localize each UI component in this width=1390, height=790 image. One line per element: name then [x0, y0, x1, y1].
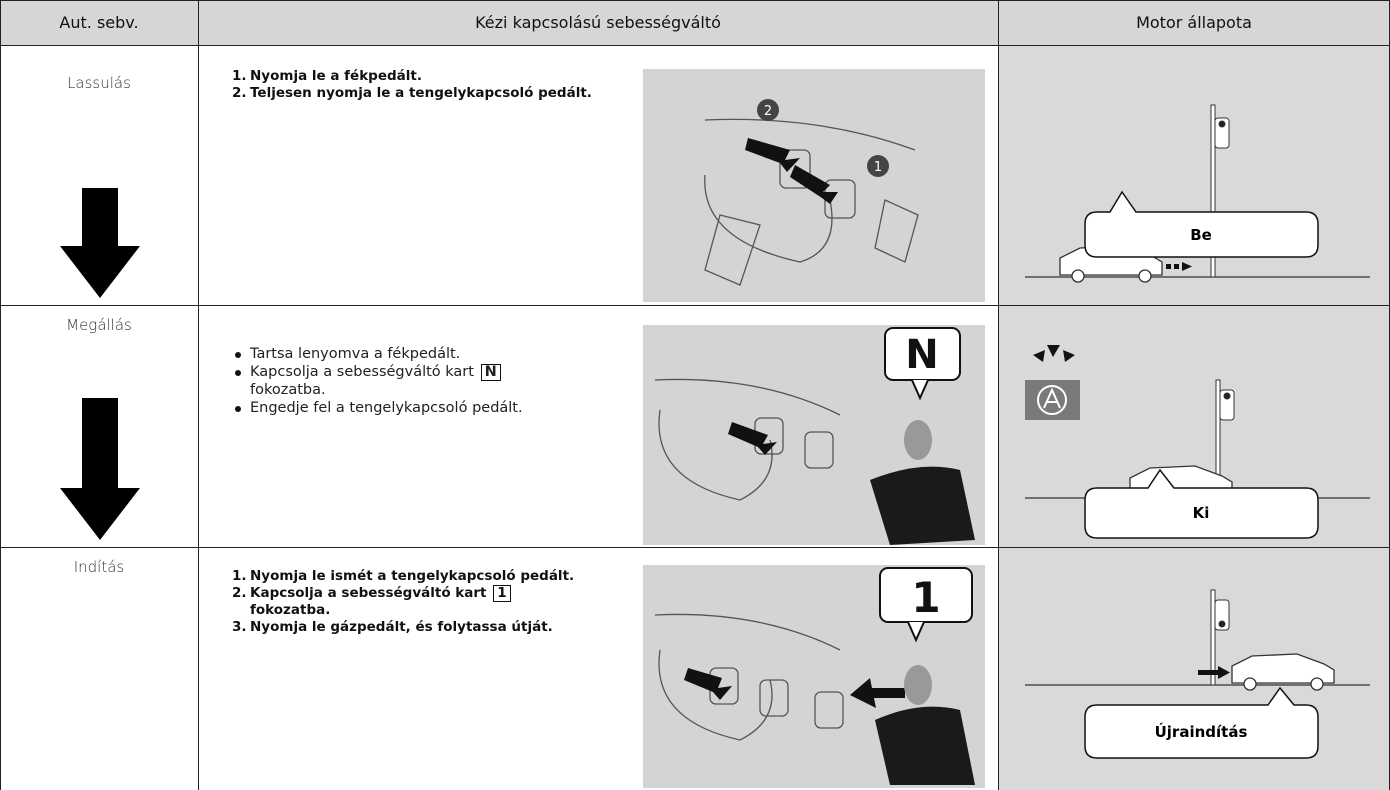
- step-text: Tartsa lenyomva a fékpedált.: [250, 346, 461, 362]
- step-number: 1.: [232, 68, 247, 84]
- callout-frames: [879, 327, 973, 643]
- badge: [757, 99, 779, 121]
- bullet: [235, 352, 241, 358]
- step-number: 2.: [232, 585, 247, 601]
- auto-stop-icon: [1025, 345, 1080, 420]
- step: 1. Nyomja le a fékpedált.: [232, 68, 617, 85]
- step-text: Teljesen nyomja le a tengelykapcsoló ped…: [250, 85, 592, 101]
- step: 2. Teljesen nyomja le a tengelykapcsoló p…: [232, 85, 617, 102]
- badge: [867, 155, 889, 177]
- step-text: fokozatba.: [250, 382, 326, 398]
- step-list: 1. Nyomja le ismét a tengelykapcsoló pedá…: [232, 568, 617, 636]
- illustration-label: 1: [874, 160, 882, 175]
- step: Tartsa lenyomva a fékpedált.: [232, 345, 617, 363]
- status-label: Ki: [1193, 504, 1210, 522]
- step-text: Kapcsolja a sebességváltó kart: [250, 364, 474, 380]
- illustration-label: 2: [764, 104, 772, 119]
- stage-label: Lassulás: [67, 74, 131, 92]
- step: Engedje fel a tengelykapcsoló pedált.: [232, 399, 617, 417]
- gear-shifter: [870, 420, 975, 785]
- bullet: [235, 406, 241, 412]
- stage-label: Megállás: [66, 316, 132, 334]
- illustration-label: 1: [911, 573, 940, 622]
- step-number: 3.: [232, 619, 247, 635]
- step-number: 2.: [232, 85, 247, 101]
- status-label: Be: [1190, 226, 1212, 244]
- step-text: Kapcsolja a sebességváltó kart: [250, 585, 487, 601]
- step-list: Tartsa lenyomva a fékpedált. Kapcsolja a …: [232, 345, 617, 417]
- step-text: Engedje fel a tengelykapcsoló pedált.: [250, 400, 523, 416]
- key-symbol: 1: [493, 585, 511, 602]
- step-text: Nyomja le ismét a tengelykapcsoló pedált…: [250, 568, 575, 584]
- step: 3. Nyomja le gázpedált, és folytassa útjá…: [232, 619, 617, 636]
- down-arrow: [60, 188, 140, 298]
- header-bg: [0, 0, 1390, 45]
- illustration-label: N: [905, 332, 938, 378]
- column-header: Kézi kapcsolású sebességváltó: [475, 13, 721, 32]
- down-arrow: [60, 398, 140, 540]
- step-number: 1.: [232, 568, 247, 584]
- step-text: fokozatba.: [250, 602, 331, 618]
- step-text: Nyomja le gázpedált, és folytassa útját.: [250, 619, 553, 635]
- step: 1. Nyomja le ismét a tengelykapcsoló pedá…: [232, 568, 617, 585]
- bullet: [235, 370, 241, 376]
- step: 2. Kapcsolja a sebességváltó kart 1 fokoza…: [232, 585, 617, 619]
- action-arrows: [684, 138, 905, 708]
- column-header: Aut. sebv.: [59, 13, 139, 32]
- step-text: Nyomja le a fékpedált.: [250, 68, 422, 84]
- pedal-drawing: [654, 118, 919, 741]
- traffic-light: [1210, 104, 1235, 686]
- status-label: Újraindítás: [1155, 722, 1248, 741]
- column-header: Motor állapota: [1136, 13, 1252, 32]
- step-list: 1. Nyomja le a fékpedált. 2. Teljesen nyomj…: [232, 68, 617, 102]
- status-callout: [1084, 190, 1319, 759]
- stage-label: Indítás: [73, 558, 125, 576]
- motion-arrow: [1166, 262, 1230, 679]
- key-symbol: N: [480, 364, 501, 381]
